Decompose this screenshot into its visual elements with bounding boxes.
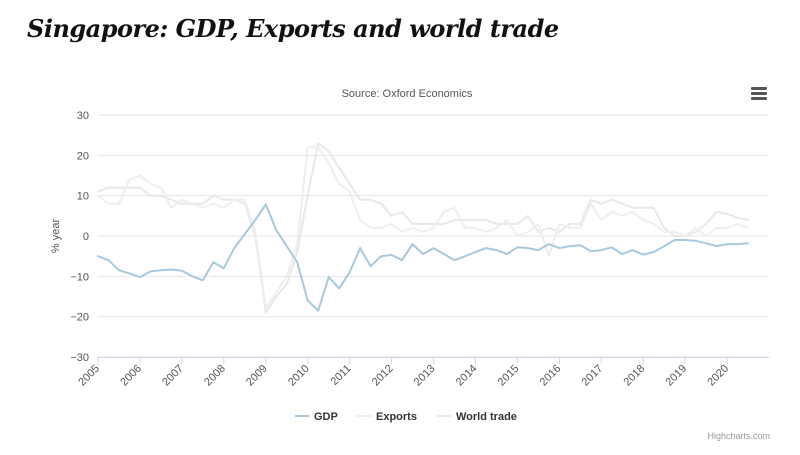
y-tick-label: −10 <box>70 271 89 283</box>
x-tick-label: 2013 <box>412 363 438 389</box>
series-line-world-trade <box>97 142 749 314</box>
x-tick-label: 2019 <box>663 363 689 389</box>
x-tick-label: 2008 <box>202 363 228 389</box>
x-axis-ticks: 2005 2006 2007 2008 2009 2010 2011 2012 2013 2014… <box>76 357 731 388</box>
y-tick-label: 0 <box>83 231 89 243</box>
y-axis-ticks: −30 −20 −10 0 10 20 30 <box>70 110 89 364</box>
legend-item-exports[interactable]: Exports <box>357 411 417 423</box>
x-tick-label: 2010 <box>286 363 312 389</box>
x-tick-label: 2005 <box>76 363 102 389</box>
menu-bar <box>751 92 767 95</box>
x-tick-label: 2018 <box>622 363 648 389</box>
hamburger-menu-icon[interactable] <box>748 85 770 103</box>
legend-item-world-trade[interactable]: World trade <box>437 411 517 423</box>
menu-bar <box>751 87 767 90</box>
x-tick-label: 2016 <box>538 363 564 389</box>
x-tick-label: 2020 <box>705 363 731 389</box>
legend-item-gdp[interactable]: GDP <box>295 411 338 423</box>
x-tick-label: 2012 <box>370 363 396 389</box>
x-tick-label: 2015 <box>496 363 522 389</box>
y-tick-label: −30 <box>70 352 89 364</box>
y-tick-label: 30 <box>77 110 89 122</box>
x-tick-label: 2006 <box>118 363 144 389</box>
y-tick-label: 10 <box>77 191 89 203</box>
chart-subtitle: Source: Oxford Economics <box>342 88 473 100</box>
series-line-gdp <box>97 203 749 312</box>
series-line-exports <box>97 146 749 310</box>
x-tick-label: 2007 <box>160 363 186 389</box>
page-title: Singapore: GDP, Exports and world trade <box>27 14 559 43</box>
x-tick-label: 2009 <box>244 363 270 389</box>
x-tick-label: 2017 <box>580 363 606 389</box>
y-axis-label: % year <box>50 219 62 254</box>
x-tick-label: 2011 <box>329 363 354 388</box>
legend-label: GDP <box>314 411 338 423</box>
series-group <box>97 142 749 314</box>
credits-link[interactable]: Highcharts.com <box>707 431 770 441</box>
x-tick-label: 2014 <box>454 363 480 389</box>
legend: GDP Exports World trade <box>295 411 517 423</box>
menu-bar <box>751 97 767 100</box>
y-tick-label: −20 <box>70 312 89 324</box>
y-tick-label: 20 <box>77 150 89 162</box>
legend-label: Exports <box>376 411 417 423</box>
legend-label: World trade <box>456 411 517 423</box>
grid-lines <box>98 114 769 358</box>
